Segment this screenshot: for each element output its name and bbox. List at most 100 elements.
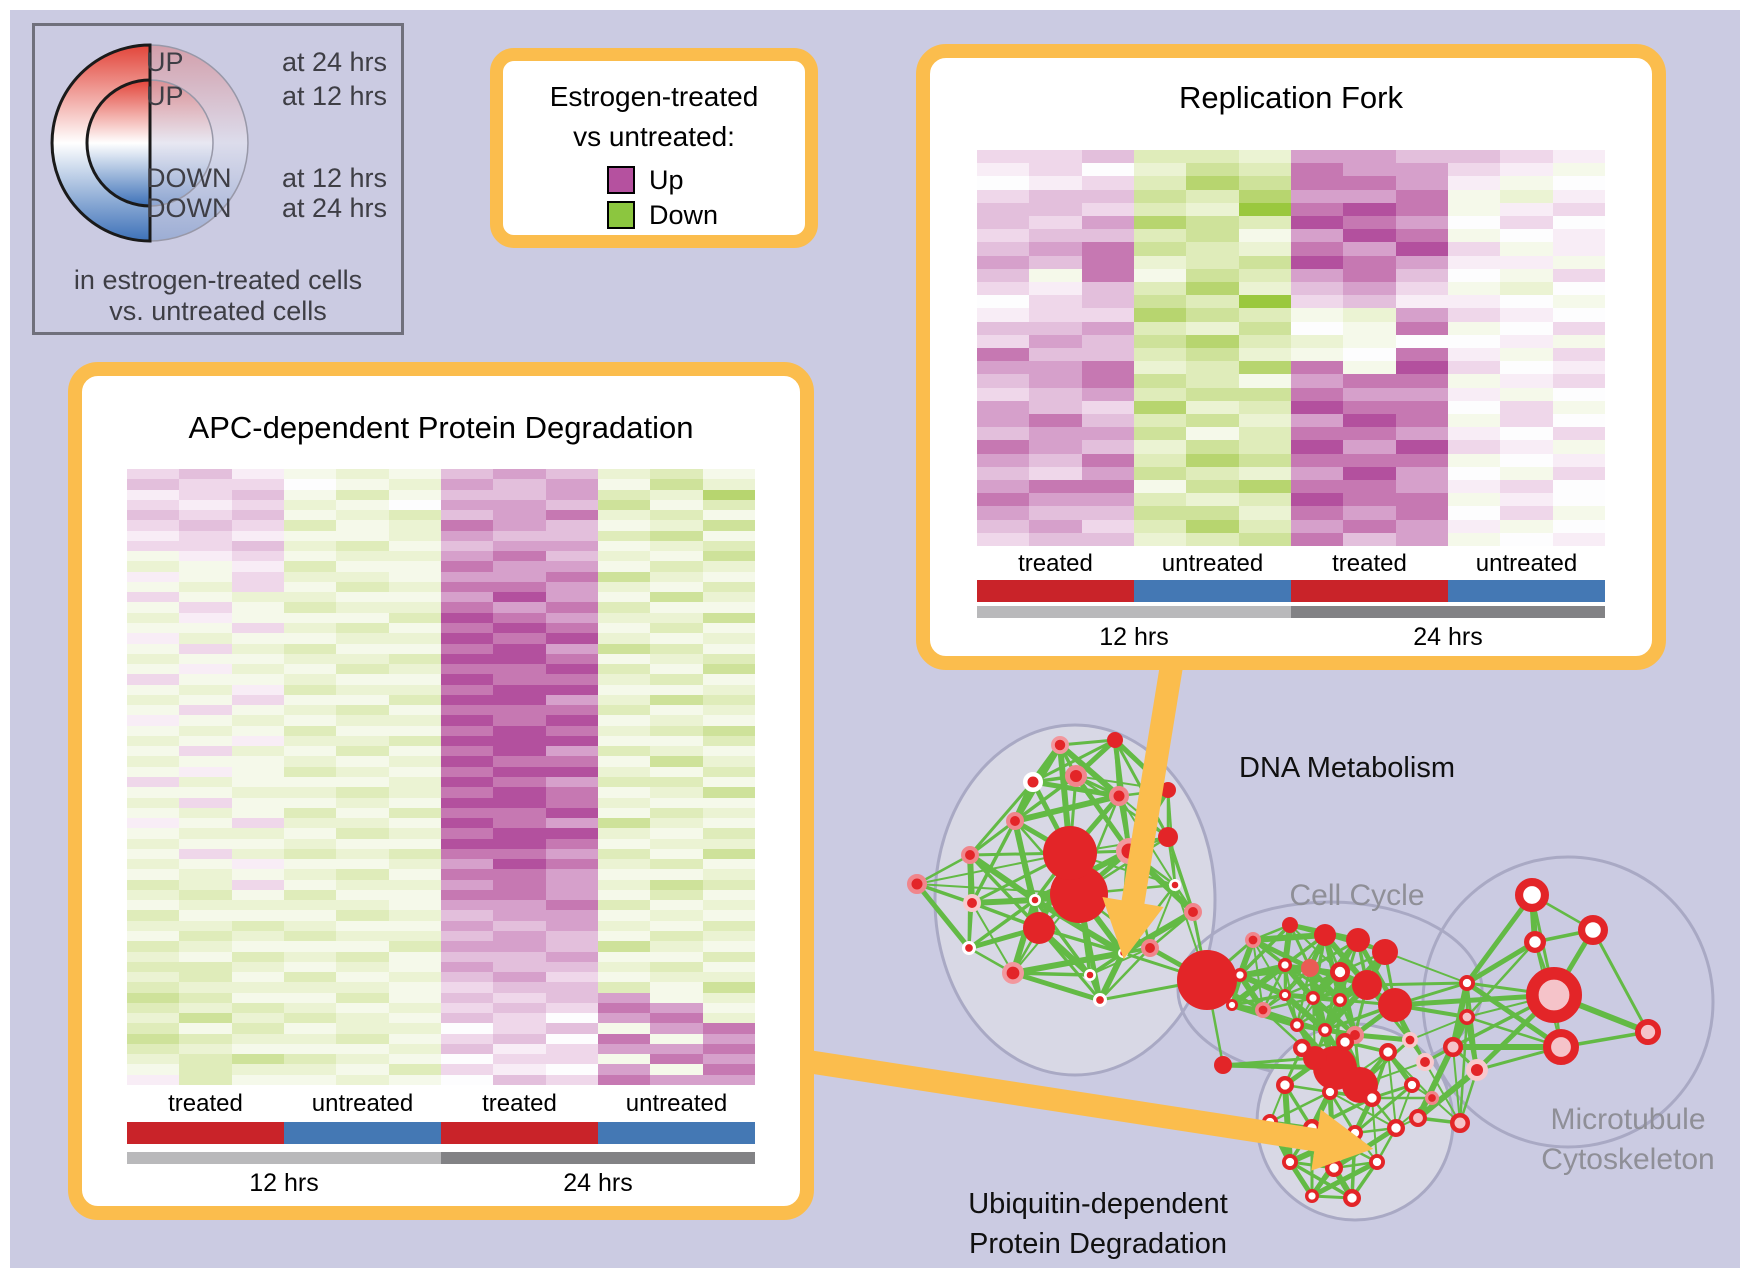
- heatmap-cell: [440, 1064, 494, 1075]
- condition-color-bar: [977, 580, 1134, 602]
- heatmap-cell: [231, 489, 284, 500]
- heatmap-cell: [493, 643, 546, 654]
- network-edge: [1591, 929, 1650, 1033]
- heatmap-cell: [1343, 321, 1396, 335]
- heatmap-cell: [1343, 334, 1396, 348]
- heatmap-cell: [702, 992, 755, 1003]
- heatmap-cell: [388, 489, 441, 500]
- network-node: [1336, 1033, 1355, 1052]
- heatmap-cell: [179, 643, 232, 654]
- network-node: [1369, 1154, 1386, 1171]
- heatmap-cell: [1447, 506, 1501, 520]
- heatmap-cell: [127, 530, 180, 541]
- heatmap-cell: [1290, 506, 1344, 520]
- heatmap-cell: [1133, 176, 1187, 190]
- heatmap-cell: [1500, 189, 1553, 203]
- cluster-label-microtubule-cytoskeleton: Microtubule Cytoskeleton: [1503, 1100, 1750, 1180]
- heatmap-cell: [545, 653, 598, 665]
- heatmap-cell: [1081, 440, 1134, 454]
- network-edge: [1222, 1056, 1316, 1067]
- heatmap-cell: [336, 581, 389, 593]
- heatmap-cell: [493, 735, 546, 747]
- heatmap-cell: [336, 1054, 389, 1065]
- network-node: [1278, 989, 1291, 1002]
- heatmap-cell: [231, 941, 284, 952]
- heatmap-cell: [977, 255, 1030, 269]
- heatmap-cell: [493, 1074, 546, 1085]
- heatmap-cell: [545, 643, 598, 654]
- heatmap-cell: [650, 551, 703, 562]
- heatmap-cell: [336, 735, 389, 747]
- heatmap-cell: [1186, 347, 1239, 362]
- heatmap-cell: [1029, 334, 1082, 348]
- heatmap-cell: [231, 1002, 284, 1014]
- heatmap-cell: [493, 797, 546, 808]
- network-edge: [1033, 898, 1092, 977]
- network-edge: [971, 897, 1036, 906]
- heatmap-cell: [702, 1033, 755, 1044]
- heatmap-cell: [127, 787, 180, 798]
- condition-color-bar: [598, 1122, 755, 1144]
- heatmap-cell: [388, 838, 441, 849]
- heatmap-cell: [977, 427, 1030, 441]
- heatmap-cell: [179, 930, 232, 942]
- heatmap-cell: [597, 951, 651, 962]
- network-node: [1255, 1001, 1272, 1018]
- heatmap-cell: [1081, 361, 1134, 375]
- heatmap-cell: [1081, 321, 1134, 335]
- heatmap-cell: [597, 612, 651, 623]
- heatmap-cell: [336, 674, 389, 685]
- heatmap-cell: [545, 1054, 598, 1065]
- heatmap-cell: [597, 818, 651, 829]
- heatmap-cell: [597, 1002, 651, 1014]
- heatmap-cell: [440, 746, 494, 757]
- heatmap-cell: [1552, 334, 1605, 348]
- heatmap-cell: [1029, 519, 1082, 533]
- heatmap-cell: [650, 705, 703, 716]
- heatmap-cell: [179, 869, 232, 880]
- heatmap-cell: [231, 859, 284, 870]
- heatmap-cell: [493, 469, 546, 480]
- network-node: [1184, 903, 1203, 922]
- heatmap-cell: [1238, 387, 1291, 401]
- heatmap-cell: [977, 321, 1030, 335]
- heatmap-cell: [1081, 189, 1134, 203]
- network-edge: [971, 902, 1014, 974]
- heatmap-cell: [127, 1074, 180, 1085]
- heatmap-cell: [231, 633, 284, 644]
- heatmap-cell: [1290, 176, 1344, 190]
- heatmap-cell: [440, 920, 494, 931]
- heatmap-cell: [231, 900, 284, 911]
- network-edge: [1409, 1016, 1468, 1041]
- heatmap-cell: [388, 930, 441, 942]
- heatmap-cell: [1552, 150, 1605, 164]
- heatmap-cell: [493, 612, 546, 623]
- heatmap-cell: [440, 612, 494, 623]
- heatmap-cell: [283, 735, 337, 747]
- heatmap-cell: [1133, 374, 1187, 388]
- heatmap-cell: [597, 941, 651, 952]
- legend-direction-label: DOWN: [146, 163, 232, 193]
- network-edge: [1289, 1160, 1353, 1200]
- heatmap-cell: [388, 1054, 441, 1065]
- heatmap-cell: [1447, 308, 1501, 322]
- heatmap-cell: [1290, 479, 1344, 494]
- heatmap-cell: [1395, 506, 1448, 520]
- heatmap-cell: [440, 653, 494, 665]
- heatmap-cell: [336, 694, 389, 706]
- heatmap-cell: [1133, 281, 1187, 296]
- heatmap-cell: [1500, 308, 1553, 322]
- heatmap-cell: [336, 664, 389, 675]
- heatmap-cell: [283, 859, 337, 870]
- heatmap-cell: [1029, 295, 1082, 309]
- heatmap-cell: [493, 910, 546, 921]
- heatmap-cell: [493, 941, 546, 952]
- heatmap-cell: [1290, 202, 1344, 216]
- heatmap-cell: [440, 551, 494, 562]
- heatmap-cell: [1133, 347, 1187, 362]
- heatmap-cell: [336, 520, 389, 531]
- heatmap-cell: [127, 879, 180, 890]
- heatmap-cell: [231, 879, 284, 890]
- heatmap-cell: [1552, 506, 1605, 520]
- heatmap-cell: [977, 189, 1030, 203]
